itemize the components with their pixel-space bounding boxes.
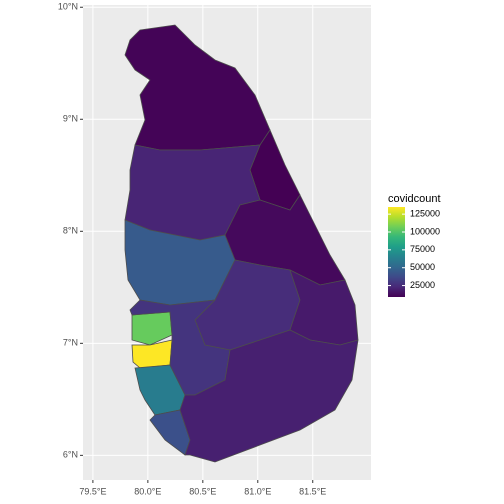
y-tick-label: 6°N (63, 450, 78, 460)
x-tick-label: 80.5°E (189, 486, 216, 496)
colorbar (388, 207, 405, 297)
x-tick-label: 79.5°E (79, 486, 106, 496)
y-tick-label: 9°N (63, 114, 78, 124)
x-tick-label: 80.0°E (134, 486, 161, 496)
x-tick-label: 81.5°E (299, 486, 326, 496)
district (179, 329, 359, 463)
y-tick-label: 10°N (58, 2, 78, 12)
colorbar-label: 50000 (410, 262, 435, 272)
x-tick-label: 81.0°E (244, 486, 271, 496)
colorbar-label: 125000 (410, 209, 440, 219)
colorbar-label: 75000 (410, 244, 435, 254)
colorbar-label: 100000 (410, 226, 440, 236)
legend-title: covidcount (388, 193, 441, 205)
colorbar-label: 25000 (410, 280, 435, 290)
y-tick-label: 7°N (63, 338, 78, 348)
y-tick-label: 8°N (63, 226, 78, 236)
